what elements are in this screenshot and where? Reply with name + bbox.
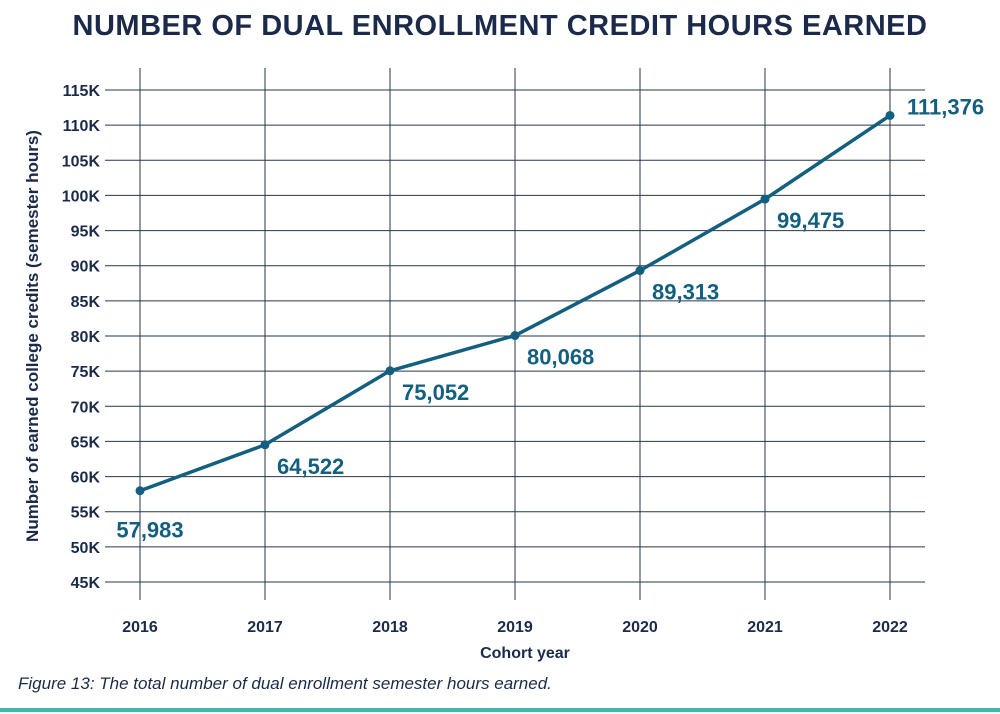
y-tick-label: 85K <box>71 294 101 311</box>
data-point <box>260 440 270 450</box>
y-tick-label: 105K <box>62 153 101 170</box>
x-tick-label: 2022 <box>872 619 908 636</box>
data-point <box>135 486 145 496</box>
x-tick-label: 2020 <box>622 619 658 636</box>
data-point <box>760 194 770 204</box>
data-label: 89,313 <box>652 280 719 305</box>
x-tick-label: 2017 <box>247 619 283 636</box>
y-tick-label: 75K <box>71 364 101 381</box>
y-tick-label: 115K <box>63 83 101 100</box>
y-tick-label: 100K <box>62 188 101 205</box>
x-tick-label: 2018 <box>372 619 408 636</box>
x-tick-label: 2021 <box>747 619 783 636</box>
y-tick-label: 80K <box>71 329 101 346</box>
data-point <box>510 331 520 341</box>
y-tick-label: 95K <box>71 224 101 241</box>
y-tick-label: 110K <box>63 118 101 135</box>
x-tick-label: 2019 <box>497 619 533 636</box>
data-label: 111,376 <box>907 94 984 119</box>
y-tick-label: 60K <box>71 470 101 487</box>
footer-rule <box>0 708 1000 712</box>
y-tick-label: 45K <box>71 575 101 592</box>
data-label: 64,522 <box>277 454 344 479</box>
data-label: 99,475 <box>777 208 844 233</box>
data-point <box>885 110 895 120</box>
data-label: 80,068 <box>527 345 594 370</box>
y-tick-label: 70K <box>71 399 101 416</box>
y-tick-label: 65K <box>71 434 101 451</box>
data-label: 75,052 <box>402 380 469 405</box>
line-chart: 45K 50K 55K 60K 65K 70K 75K 80K 85K 90K 95K 100K 105… <box>23 68 984 662</box>
y-tick-label: 50K <box>71 540 101 557</box>
data-point <box>385 366 395 376</box>
y-tick-label: 90K <box>71 259 101 276</box>
chart-title: NUMBER OF DUAL ENROLLMENT CREDIT HOURS E… <box>72 10 928 42</box>
y-tick-label: 55K <box>71 505 101 522</box>
figure-caption: Figure 13: The total number of dual enro… <box>18 674 552 693</box>
x-tick-label: 2016 <box>122 619 158 636</box>
data-label: 57,983 <box>116 518 183 543</box>
y-axis-title: Number of earned college credits (semest… <box>23 130 42 542</box>
x-axis-title: Cohort year <box>480 645 570 662</box>
data-point <box>635 266 645 276</box>
